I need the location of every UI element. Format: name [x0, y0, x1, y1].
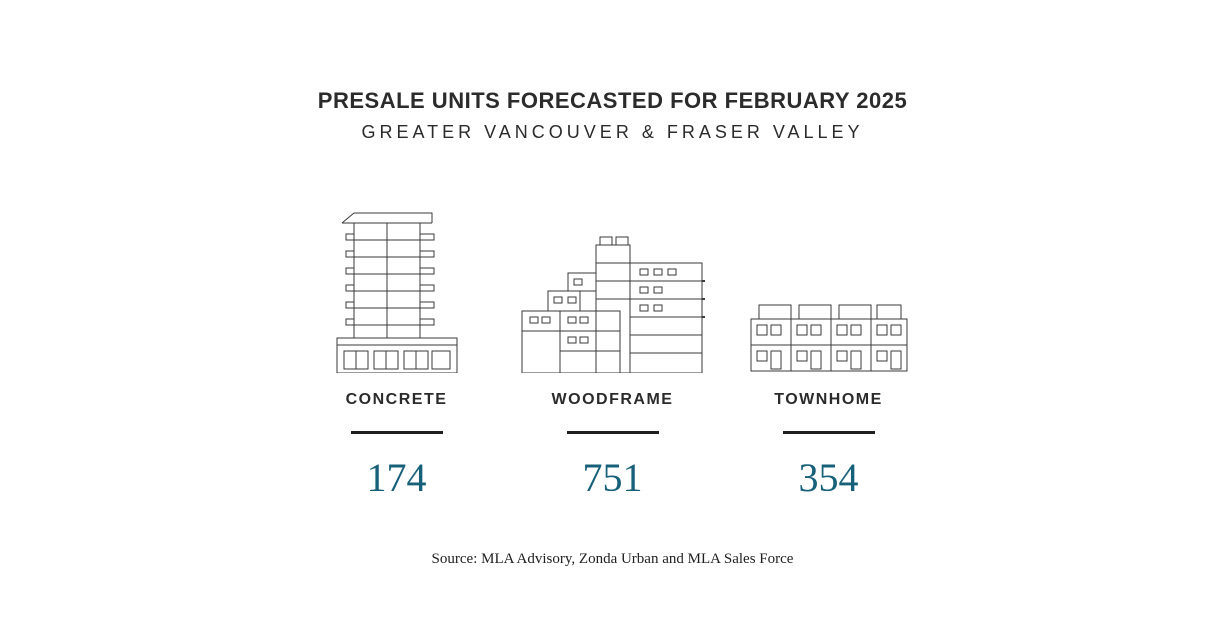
source-attribution: Source: MLA Advisory, Zonda Urban and ML…: [432, 551, 794, 568]
woodframe-building-icon: [520, 203, 705, 373]
townhome-building-icon: [749, 203, 909, 373]
category-townhome: TOWNHOME 354: [744, 203, 914, 501]
category-row: CONCRETE 174: [312, 203, 914, 501]
infographic-title: PRESALE UNITS FORECASTED FOR FEBRUARY 20…: [318, 88, 907, 114]
category-divider: [783, 431, 875, 434]
category-value: 174: [367, 454, 427, 501]
category-divider: [567, 431, 659, 434]
infographic-subtitle: GREATER VANCOUVER & FRASER VALLEY: [361, 122, 863, 143]
category-value: 354: [799, 454, 859, 501]
category-value: 751: [583, 454, 643, 501]
category-label: CONCRETE: [346, 391, 448, 409]
category-divider: [351, 431, 443, 434]
category-label: WOODFRAME: [552, 391, 674, 409]
category-woodframe: WOODFRAME 751: [528, 203, 698, 501]
category-label: TOWNHOME: [774, 391, 883, 409]
category-concrete: CONCRETE 174: [312, 203, 482, 501]
concrete-building-icon: [332, 203, 462, 373]
